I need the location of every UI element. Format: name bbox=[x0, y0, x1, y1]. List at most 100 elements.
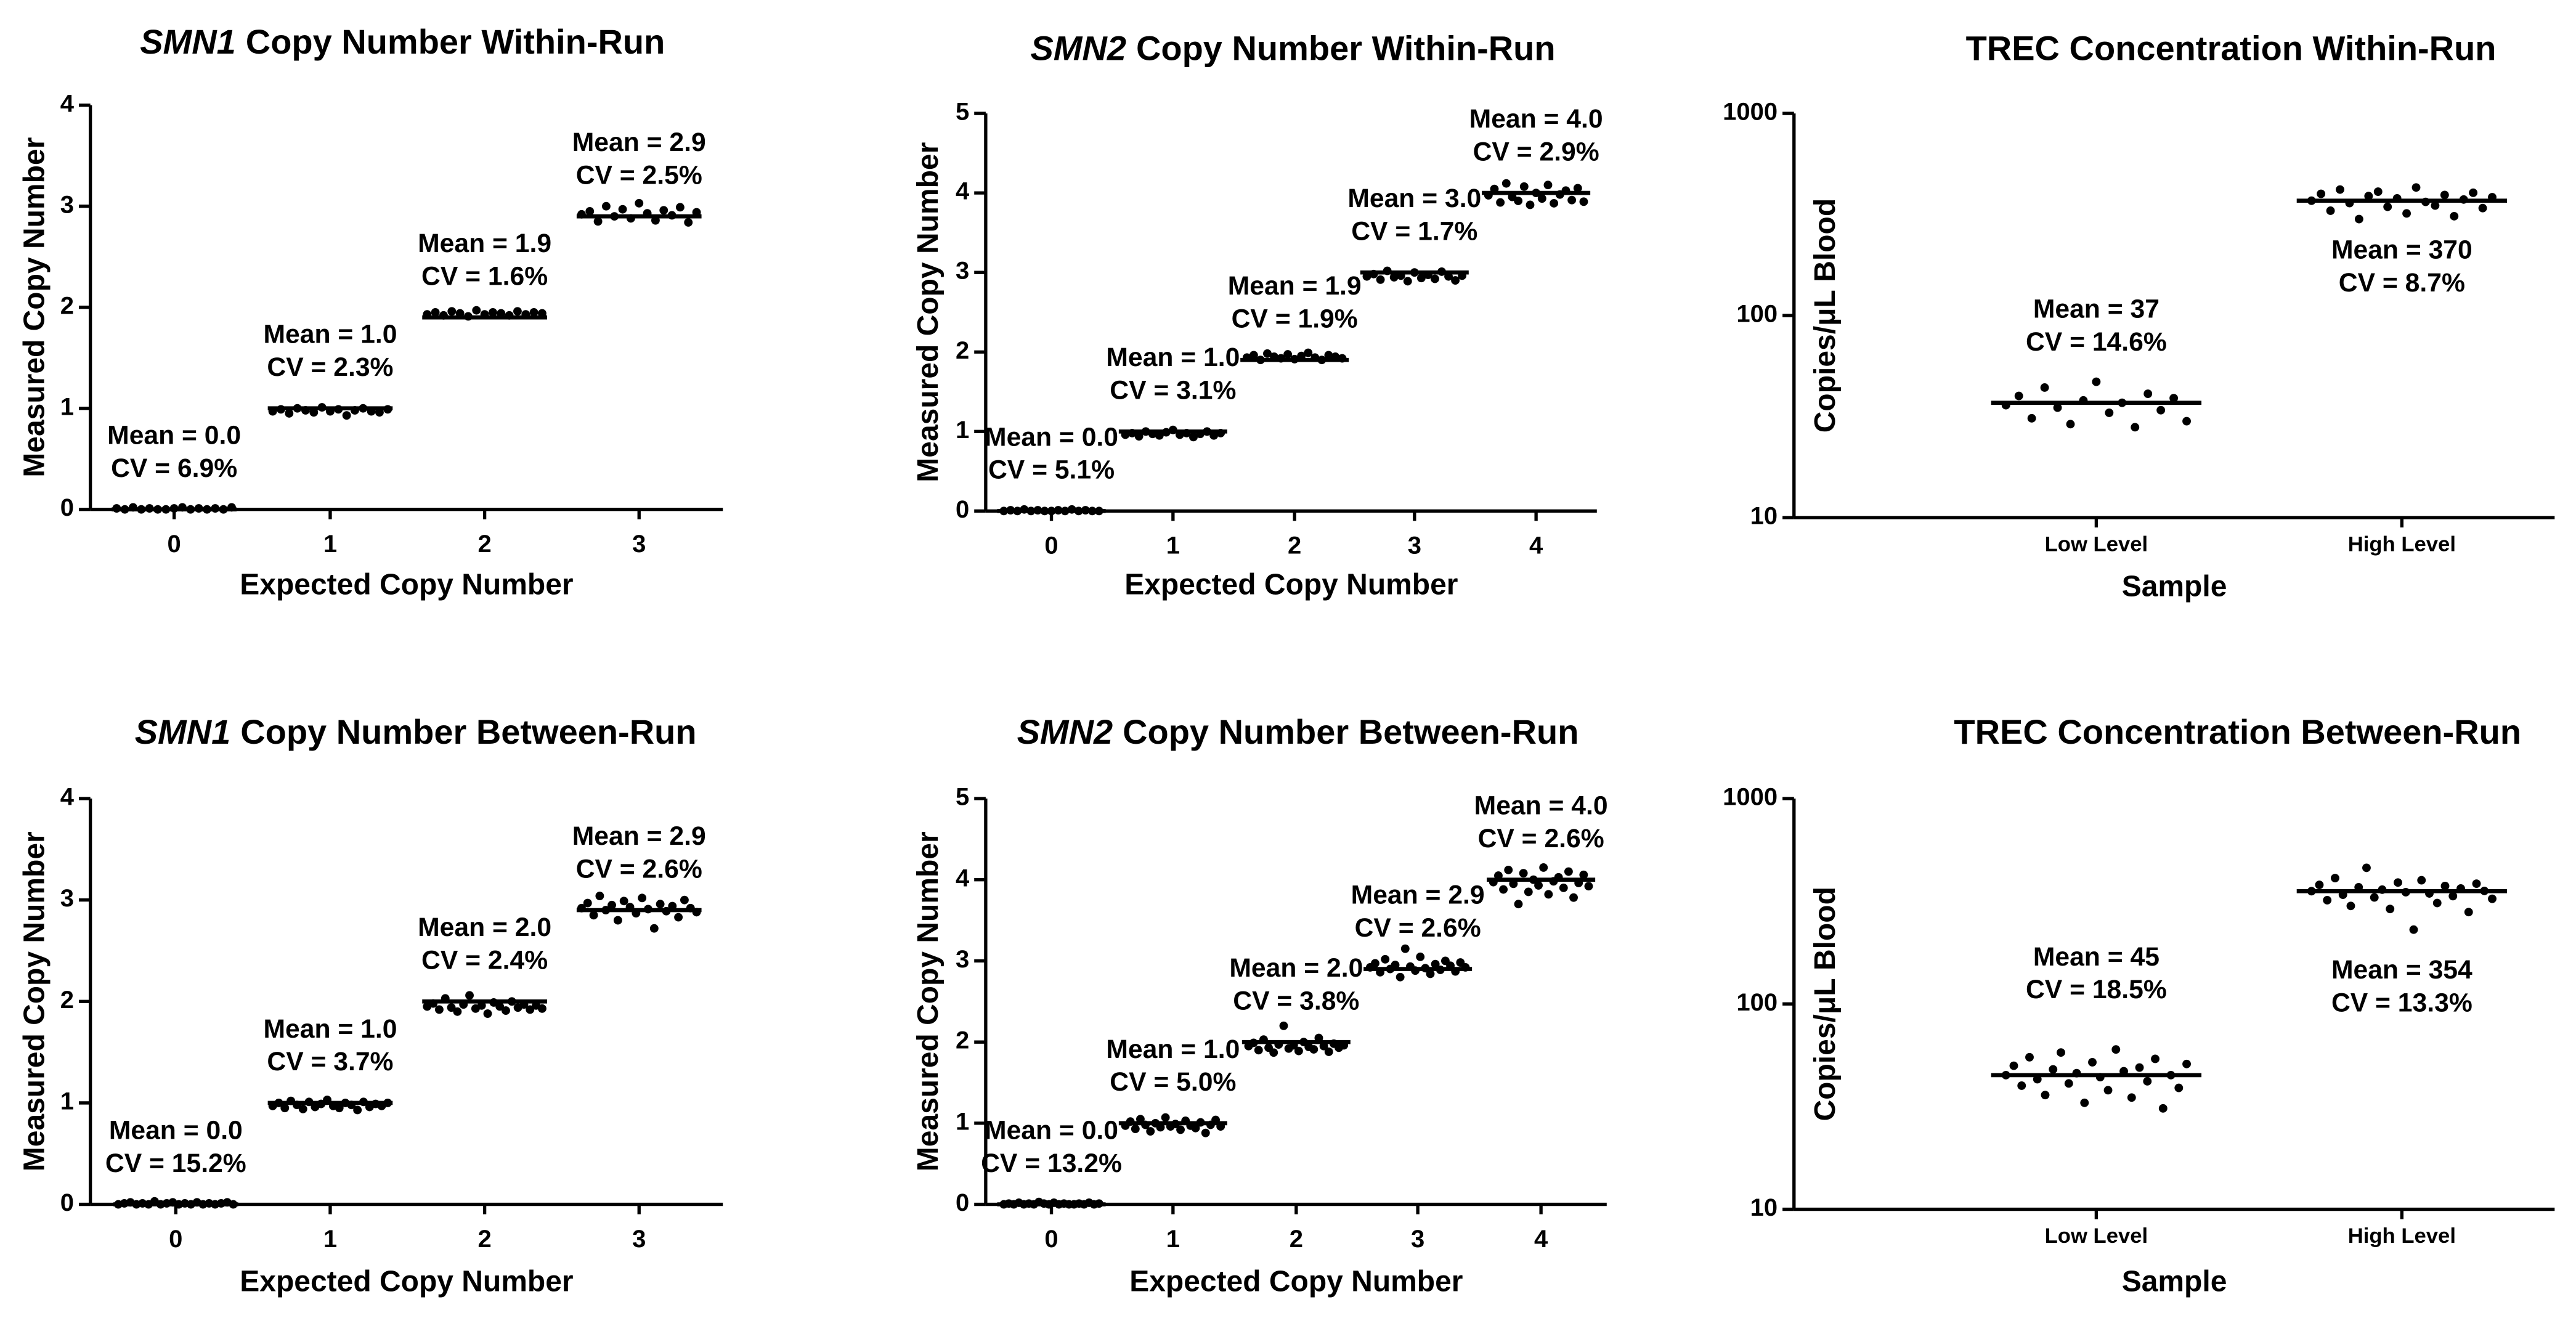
data-point bbox=[447, 307, 457, 316]
y-tick-label: 10 bbox=[1750, 1194, 1778, 1221]
data-point bbox=[1544, 890, 1553, 899]
data-point bbox=[285, 409, 294, 418]
data-point bbox=[2080, 1098, 2089, 1107]
data-point bbox=[2151, 1054, 2160, 1064]
cv-label: CV = 3.7% bbox=[267, 1047, 393, 1076]
mean-label: Mean = 2.9 bbox=[1351, 881, 1485, 910]
data-point bbox=[595, 892, 604, 900]
y-tick-label: 1 bbox=[60, 393, 74, 420]
cv-label: CV = 5.0% bbox=[1110, 1067, 1236, 1097]
title-gene: SMN1 bbox=[135, 712, 231, 751]
cv-label: CV = 1.6% bbox=[421, 261, 548, 291]
data-point bbox=[1396, 972, 1405, 982]
x-tick-label: 1 bbox=[323, 1226, 337, 1253]
y-tick-label: 0 bbox=[60, 1189, 74, 1216]
data-point bbox=[1519, 182, 1529, 191]
mean-label: Mean = 1.9 bbox=[418, 229, 551, 258]
data-point bbox=[2105, 409, 2114, 417]
y-tick-label: 3 bbox=[60, 191, 74, 218]
data-point bbox=[2373, 187, 2383, 197]
data-point bbox=[1543, 181, 1553, 190]
data-point bbox=[447, 1003, 456, 1012]
cv-label: CV = 14.6% bbox=[2026, 327, 2167, 357]
y-tick-label: 5 bbox=[956, 99, 969, 126]
y-tick-label: 4 bbox=[60, 784, 75, 811]
data-point bbox=[1524, 887, 1533, 897]
data-point bbox=[1567, 195, 1577, 205]
y-tick-label: 0 bbox=[956, 496, 969, 523]
data-point bbox=[680, 895, 689, 905]
data-point bbox=[2174, 1083, 2184, 1092]
cv-label: CV = 8.7% bbox=[2339, 268, 2465, 298]
cv-label: CV = 6.9% bbox=[111, 454, 237, 483]
data-point bbox=[2182, 1059, 2191, 1068]
y-tick-label: 0 bbox=[956, 1189, 969, 1216]
data-point bbox=[2103, 1086, 2113, 1095]
mean-label: Mean = 0.0 bbox=[109, 1116, 243, 1145]
data-point bbox=[1371, 959, 1379, 968]
data-point bbox=[2111, 1045, 2121, 1054]
title-gene: SMN1 bbox=[140, 22, 236, 61]
x-tick-label: Low Level bbox=[2045, 533, 2148, 556]
x-tick-label: 2 bbox=[477, 531, 491, 558]
data-point bbox=[2464, 908, 2473, 917]
data-point bbox=[1249, 351, 1258, 360]
mean-label: Mean = 37 bbox=[2033, 295, 2160, 324]
data-point bbox=[2040, 383, 2049, 392]
mean-label: Mean = 2.9 bbox=[572, 821, 706, 851]
data-point bbox=[280, 1104, 290, 1113]
data-point bbox=[1416, 952, 1425, 961]
data-point bbox=[607, 900, 616, 909]
y-tick-label: 2 bbox=[956, 337, 969, 364]
data-point bbox=[1189, 433, 1198, 442]
y-tick-label: 3 bbox=[956, 946, 969, 973]
data-point bbox=[2127, 1093, 2136, 1102]
mean-label: Mean = 2.0 bbox=[1229, 953, 1363, 983]
data-point bbox=[1324, 1047, 1333, 1056]
x-tick-label: High Level bbox=[2348, 1224, 2456, 1248]
data-point bbox=[2143, 1076, 2152, 1086]
data-point bbox=[2326, 206, 2335, 215]
data-point bbox=[1534, 881, 1543, 890]
y-tick-label: 1 bbox=[956, 1108, 969, 1135]
data-point bbox=[537, 1004, 546, 1013]
mean-label: Mean = 1.0 bbox=[1106, 343, 1240, 372]
data-point bbox=[1191, 1123, 1200, 1133]
data-point bbox=[1569, 893, 1578, 902]
data-point bbox=[1161, 1113, 1170, 1122]
data-point bbox=[1431, 959, 1440, 969]
data-point bbox=[1309, 1045, 1318, 1054]
x-axis-label: Sample bbox=[2122, 1265, 2227, 1298]
data-point bbox=[2370, 893, 2379, 902]
data-point bbox=[2317, 189, 2326, 198]
y-tick-label: 1 bbox=[956, 417, 969, 444]
data-point bbox=[1294, 1046, 1303, 1056]
data-point bbox=[2143, 389, 2153, 398]
title-text: Copy Number Between-Run bbox=[1123, 712, 1579, 751]
data-point bbox=[2362, 863, 2371, 872]
data-point bbox=[1550, 198, 1559, 208]
data-point bbox=[2169, 394, 2179, 403]
mean-label: Mean = 370 bbox=[2331, 235, 2472, 265]
data-point bbox=[675, 203, 685, 212]
data-point bbox=[1400, 944, 1410, 953]
data-point bbox=[585, 206, 595, 216]
data-point bbox=[618, 205, 627, 214]
y-tick-label: 1000 bbox=[1723, 784, 1778, 811]
data-point bbox=[2017, 1081, 2026, 1090]
data-point bbox=[2182, 417, 2191, 426]
data-point bbox=[1176, 1125, 1185, 1134]
cv-label: CV = 5.1% bbox=[988, 455, 1115, 485]
mean-label: Mean = 45 bbox=[2033, 942, 2160, 972]
cv-label: CV = 2.5% bbox=[576, 160, 702, 190]
data-point bbox=[2088, 1058, 2097, 1067]
data-point bbox=[1501, 179, 1511, 188]
cv-label: CV = 18.5% bbox=[2026, 975, 2167, 1004]
x-tick-label: 0 bbox=[169, 1226, 182, 1253]
data-point bbox=[502, 1006, 510, 1015]
data-point bbox=[583, 898, 592, 908]
y-tick-label: 3 bbox=[956, 258, 969, 285]
x-axis-label: Expected Copy Number bbox=[240, 1265, 573, 1298]
data-point bbox=[1514, 900, 1523, 909]
data-point bbox=[526, 1005, 535, 1014]
